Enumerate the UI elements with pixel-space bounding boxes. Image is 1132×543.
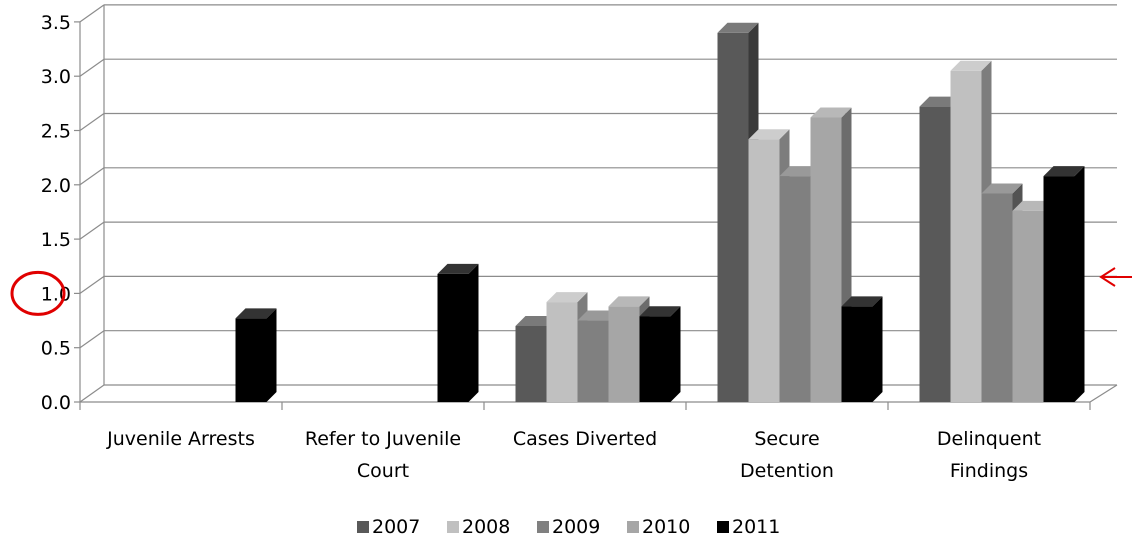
y-tick-label: 3.0: [41, 66, 71, 88]
legend-label: 2008: [462, 516, 510, 538]
bar-top: [717, 22, 759, 33]
chart-labels: 0.0 0.5 1.0 1.5 2.0 2.5 3.0 3.5 Juvenile Arrests…: [41, 12, 1041, 482]
legend-swatch: [537, 521, 549, 533]
bar-side: [670, 306, 681, 402]
bar-side: [266, 308, 277, 402]
bar: [546, 302, 578, 402]
bar-top: [919, 96, 961, 107]
bar-side: [1074, 166, 1085, 402]
bar: [577, 320, 609, 402]
chart-annotations: [10, 267, 1132, 316]
bar-top: [437, 263, 479, 274]
bar-top: [841, 296, 883, 307]
y-tick-label: 3.5: [41, 12, 71, 34]
x-tick-label: Juvenile Arrests: [106, 428, 255, 450]
y-tick-label: 1.0: [41, 283, 71, 305]
legend-label: 2011: [732, 516, 780, 538]
bar-top: [981, 183, 1023, 194]
bar-top: [639, 306, 681, 317]
bar: [437, 273, 469, 402]
y-tick-label: 2.0: [41, 175, 71, 197]
x-tick-label: Cases Diverted: [513, 428, 657, 450]
bar: [1012, 210, 1044, 402]
bar: [235, 318, 267, 402]
legend-swatch: [447, 521, 459, 533]
bar: [810, 117, 842, 402]
bar: [981, 193, 1013, 402]
x-tick-label: Refer to Juvenile Court: [305, 428, 461, 482]
gridline-side: [79, 113, 105, 131]
chart-axes: [74, 21, 1118, 410]
y-tick-label: 0.0: [41, 392, 71, 414]
legend-swatch: [717, 521, 729, 533]
bar-top: [608, 296, 650, 307]
legend-swatch: [627, 521, 639, 533]
gridline-side: [79, 330, 105, 349]
legend-label: 2007: [372, 516, 420, 538]
y-tick-label: 2.5: [41, 121, 71, 143]
bar-top: [950, 60, 992, 71]
bar: [639, 316, 671, 402]
gridline-side: [79, 384, 105, 403]
bar: [779, 176, 811, 402]
bar-top: [577, 310, 619, 321]
bar-top: [515, 315, 557, 326]
x-tick-label: Delinquent Findings: [937, 428, 1041, 482]
arrow-head: [1099, 267, 1116, 287]
bar-top: [779, 166, 821, 177]
bar: [608, 306, 640, 402]
bar: [841, 306, 873, 402]
bar: [515, 325, 547, 402]
gridline-side: [79, 4, 105, 23]
bar: [1043, 176, 1075, 402]
chart-legend: 2007 2008 2009 2010 2011: [357, 516, 780, 538]
gridline-side: [79, 221, 105, 240]
legend-label: 2009: [552, 516, 600, 538]
bar: [748, 139, 780, 403]
bar-top: [1043, 166, 1085, 177]
bar: [950, 70, 982, 403]
chart-bars: [235, 22, 1085, 403]
bar: [919, 106, 951, 402]
bar: [717, 32, 749, 402]
y-tick-label: 1.5: [41, 229, 71, 251]
bar-top: [235, 308, 277, 319]
legend-label: 2010: [642, 516, 690, 538]
gridline-side: [79, 167, 105, 186]
x-tick-label: Secure Detention: [740, 428, 834, 482]
y-tick-label: 0.5: [41, 338, 71, 360]
gridline-side: [79, 58, 105, 77]
legend-swatch: [357, 521, 369, 533]
bar-side: [468, 263, 479, 402]
bar-top: [748, 129, 790, 140]
bar-top: [1012, 200, 1054, 211]
bar-top: [810, 107, 852, 118]
gridline-side: [79, 275, 105, 294]
bar-side: [872, 296, 883, 402]
highlight-circle: [10, 270, 66, 316]
bar-top: [546, 292, 588, 303]
